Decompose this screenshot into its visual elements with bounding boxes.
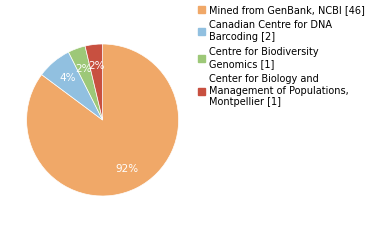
Text: 4%: 4% (59, 73, 76, 83)
Wedge shape (85, 44, 103, 120)
Text: 2%: 2% (76, 64, 92, 74)
Text: 92%: 92% (116, 164, 139, 174)
Legend: Mined from GenBank, NCBI [46], Canadian Centre for DNA
Barcoding [2], Centre for: Mined from GenBank, NCBI [46], Canadian … (198, 5, 365, 107)
Text: 2%: 2% (88, 61, 105, 71)
Wedge shape (68, 46, 103, 120)
Wedge shape (42, 52, 103, 120)
Wedge shape (27, 44, 179, 196)
